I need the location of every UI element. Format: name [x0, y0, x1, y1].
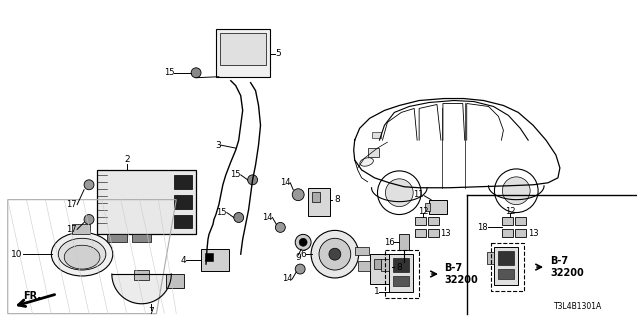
Bar	[372, 132, 381, 138]
Circle shape	[319, 238, 351, 270]
Text: 11: 11	[413, 190, 424, 199]
Text: 16: 16	[384, 238, 394, 247]
Text: 13: 13	[528, 229, 539, 238]
Bar	[174, 175, 192, 189]
Bar	[216, 29, 271, 77]
Circle shape	[385, 179, 413, 207]
Bar	[174, 214, 192, 228]
Bar	[358, 261, 369, 271]
Bar	[429, 200, 447, 213]
Bar	[72, 224, 90, 234]
Text: 5: 5	[275, 49, 281, 59]
Bar	[369, 254, 392, 284]
Text: T3L4B1301A: T3L4B1301A	[554, 302, 602, 311]
Bar	[495, 247, 518, 285]
Bar	[367, 148, 380, 157]
Bar	[389, 254, 413, 292]
Text: 17: 17	[67, 225, 77, 234]
Bar	[499, 251, 515, 265]
Bar	[428, 229, 439, 237]
Ellipse shape	[58, 238, 106, 270]
Bar	[502, 229, 513, 237]
Bar	[385, 250, 419, 298]
Bar	[312, 192, 320, 202]
Circle shape	[495, 169, 538, 212]
Bar	[399, 234, 409, 250]
Ellipse shape	[51, 232, 113, 276]
Text: 32200: 32200	[550, 268, 584, 278]
Bar	[425, 203, 430, 211]
Circle shape	[299, 238, 307, 246]
Circle shape	[295, 264, 305, 274]
Text: B-7: B-7	[550, 256, 568, 266]
Bar	[308, 188, 330, 215]
Bar	[201, 249, 228, 271]
Text: 8: 8	[334, 195, 340, 204]
Text: B-7: B-7	[444, 263, 462, 273]
Circle shape	[84, 180, 94, 190]
Circle shape	[378, 171, 421, 214]
Bar	[515, 218, 526, 225]
Bar	[486, 252, 495, 264]
Text: 14: 14	[280, 178, 291, 187]
Bar	[490, 243, 524, 291]
Text: FR.: FR.	[24, 291, 42, 301]
Text: 12: 12	[418, 207, 428, 216]
Bar	[132, 234, 152, 242]
Circle shape	[400, 260, 408, 268]
Bar	[374, 259, 381, 269]
Circle shape	[234, 212, 244, 222]
Circle shape	[248, 175, 257, 185]
Bar	[166, 274, 184, 288]
Text: 9: 9	[295, 253, 301, 262]
Bar	[174, 195, 192, 209]
Text: 15: 15	[230, 170, 241, 180]
Circle shape	[84, 214, 94, 224]
Circle shape	[191, 68, 201, 78]
Bar	[394, 276, 409, 286]
Text: 10: 10	[11, 250, 22, 259]
Ellipse shape	[360, 158, 373, 166]
Text: 32200: 32200	[444, 275, 477, 285]
Text: 12: 12	[505, 207, 516, 216]
Bar	[415, 229, 426, 237]
Text: 8: 8	[396, 263, 402, 272]
Circle shape	[292, 189, 304, 201]
Circle shape	[295, 234, 311, 250]
Circle shape	[275, 222, 285, 232]
Text: 14: 14	[262, 213, 273, 222]
Text: 14: 14	[282, 275, 292, 284]
Ellipse shape	[64, 245, 100, 269]
Bar	[381, 259, 389, 271]
Circle shape	[329, 248, 341, 260]
Bar	[134, 270, 150, 280]
Bar	[499, 269, 515, 279]
Text: 13: 13	[440, 229, 451, 238]
Circle shape	[502, 177, 530, 204]
Bar	[415, 218, 426, 225]
Bar	[355, 247, 369, 255]
Bar	[394, 258, 409, 272]
Text: 2: 2	[124, 156, 129, 164]
Text: 18: 18	[477, 223, 488, 232]
Text: 17: 17	[67, 200, 77, 209]
Bar	[205, 253, 213, 261]
Circle shape	[311, 230, 358, 278]
Text: 3: 3	[215, 140, 221, 150]
Text: 7: 7	[148, 307, 154, 316]
Text: 6: 6	[300, 250, 306, 259]
Bar	[220, 33, 266, 65]
Bar	[515, 229, 526, 237]
Text: 4: 4	[180, 256, 186, 265]
Text: 15: 15	[164, 68, 174, 77]
Bar	[428, 218, 439, 225]
Bar	[107, 234, 127, 242]
Text: 15: 15	[216, 208, 227, 217]
Bar	[97, 170, 196, 234]
Bar	[502, 218, 513, 225]
Text: 1: 1	[374, 287, 380, 296]
